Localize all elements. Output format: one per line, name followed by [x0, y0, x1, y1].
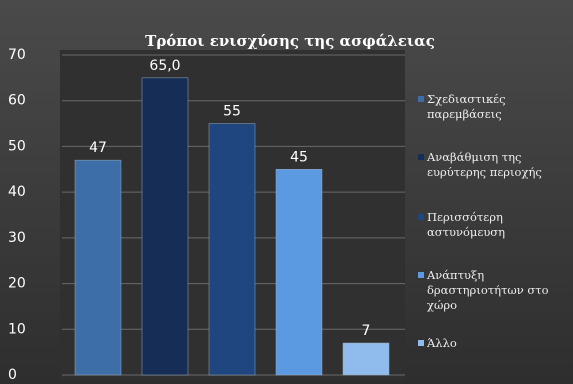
bar	[74, 159, 122, 376]
legend-item: Ανάπτυξη δραστηριοτήτων στο χώρο	[418, 268, 568, 313]
legend-label: Σχεδιαστικές παρεμβάσεις	[427, 92, 506, 121]
legend-item: Αναβάθμιση της ευρύτερης περιοχής	[418, 150, 568, 180]
y-tick-label: 20	[8, 276, 26, 292]
legend-label: Άλλο	[427, 336, 457, 350]
y-tick-label: 0	[8, 367, 17, 383]
chart-title: Τρόποι ενισχύσης της ασφάλειας	[145, 32, 435, 50]
legend-swatch	[418, 96, 424, 102]
y-tick-label: 40	[8, 184, 26, 200]
legend-swatch	[418, 214, 424, 220]
value-label: 47	[89, 140, 107, 156]
legend-swatch	[418, 154, 424, 160]
legend-swatch	[418, 340, 424, 346]
y-tick-label: 70	[8, 47, 26, 63]
legend-swatch	[418, 272, 424, 278]
legend-label: Αναβάθμιση της ευρύτερης περιοχής	[427, 150, 542, 179]
legend-item: Περισσότερη αστυνόμευση	[418, 210, 568, 240]
value-label: 45	[290, 149, 308, 165]
bar	[342, 342, 390, 376]
bar	[141, 77, 189, 376]
y-tick-label: 50	[8, 138, 26, 154]
value-label: 55	[223, 104, 241, 120]
y-tick-label: 30	[8, 230, 26, 246]
legend-item: Σχεδιαστικές παρεμβάσεις	[418, 92, 568, 122]
y-tick-label: 60	[8, 93, 26, 109]
legend-item: Άλλο	[418, 336, 568, 351]
y-tick-label: 10	[8, 321, 26, 337]
value-label: 7	[362, 323, 371, 339]
legend-label: Ανάπτυξη δραστηριοτήτων στο χώρο	[427, 268, 549, 312]
bar	[208, 123, 256, 376]
legend-label: Περισσότερη αστυνόμευση	[427, 210, 506, 239]
bar	[275, 169, 323, 376]
value-label: 65,0	[149, 58, 180, 74]
